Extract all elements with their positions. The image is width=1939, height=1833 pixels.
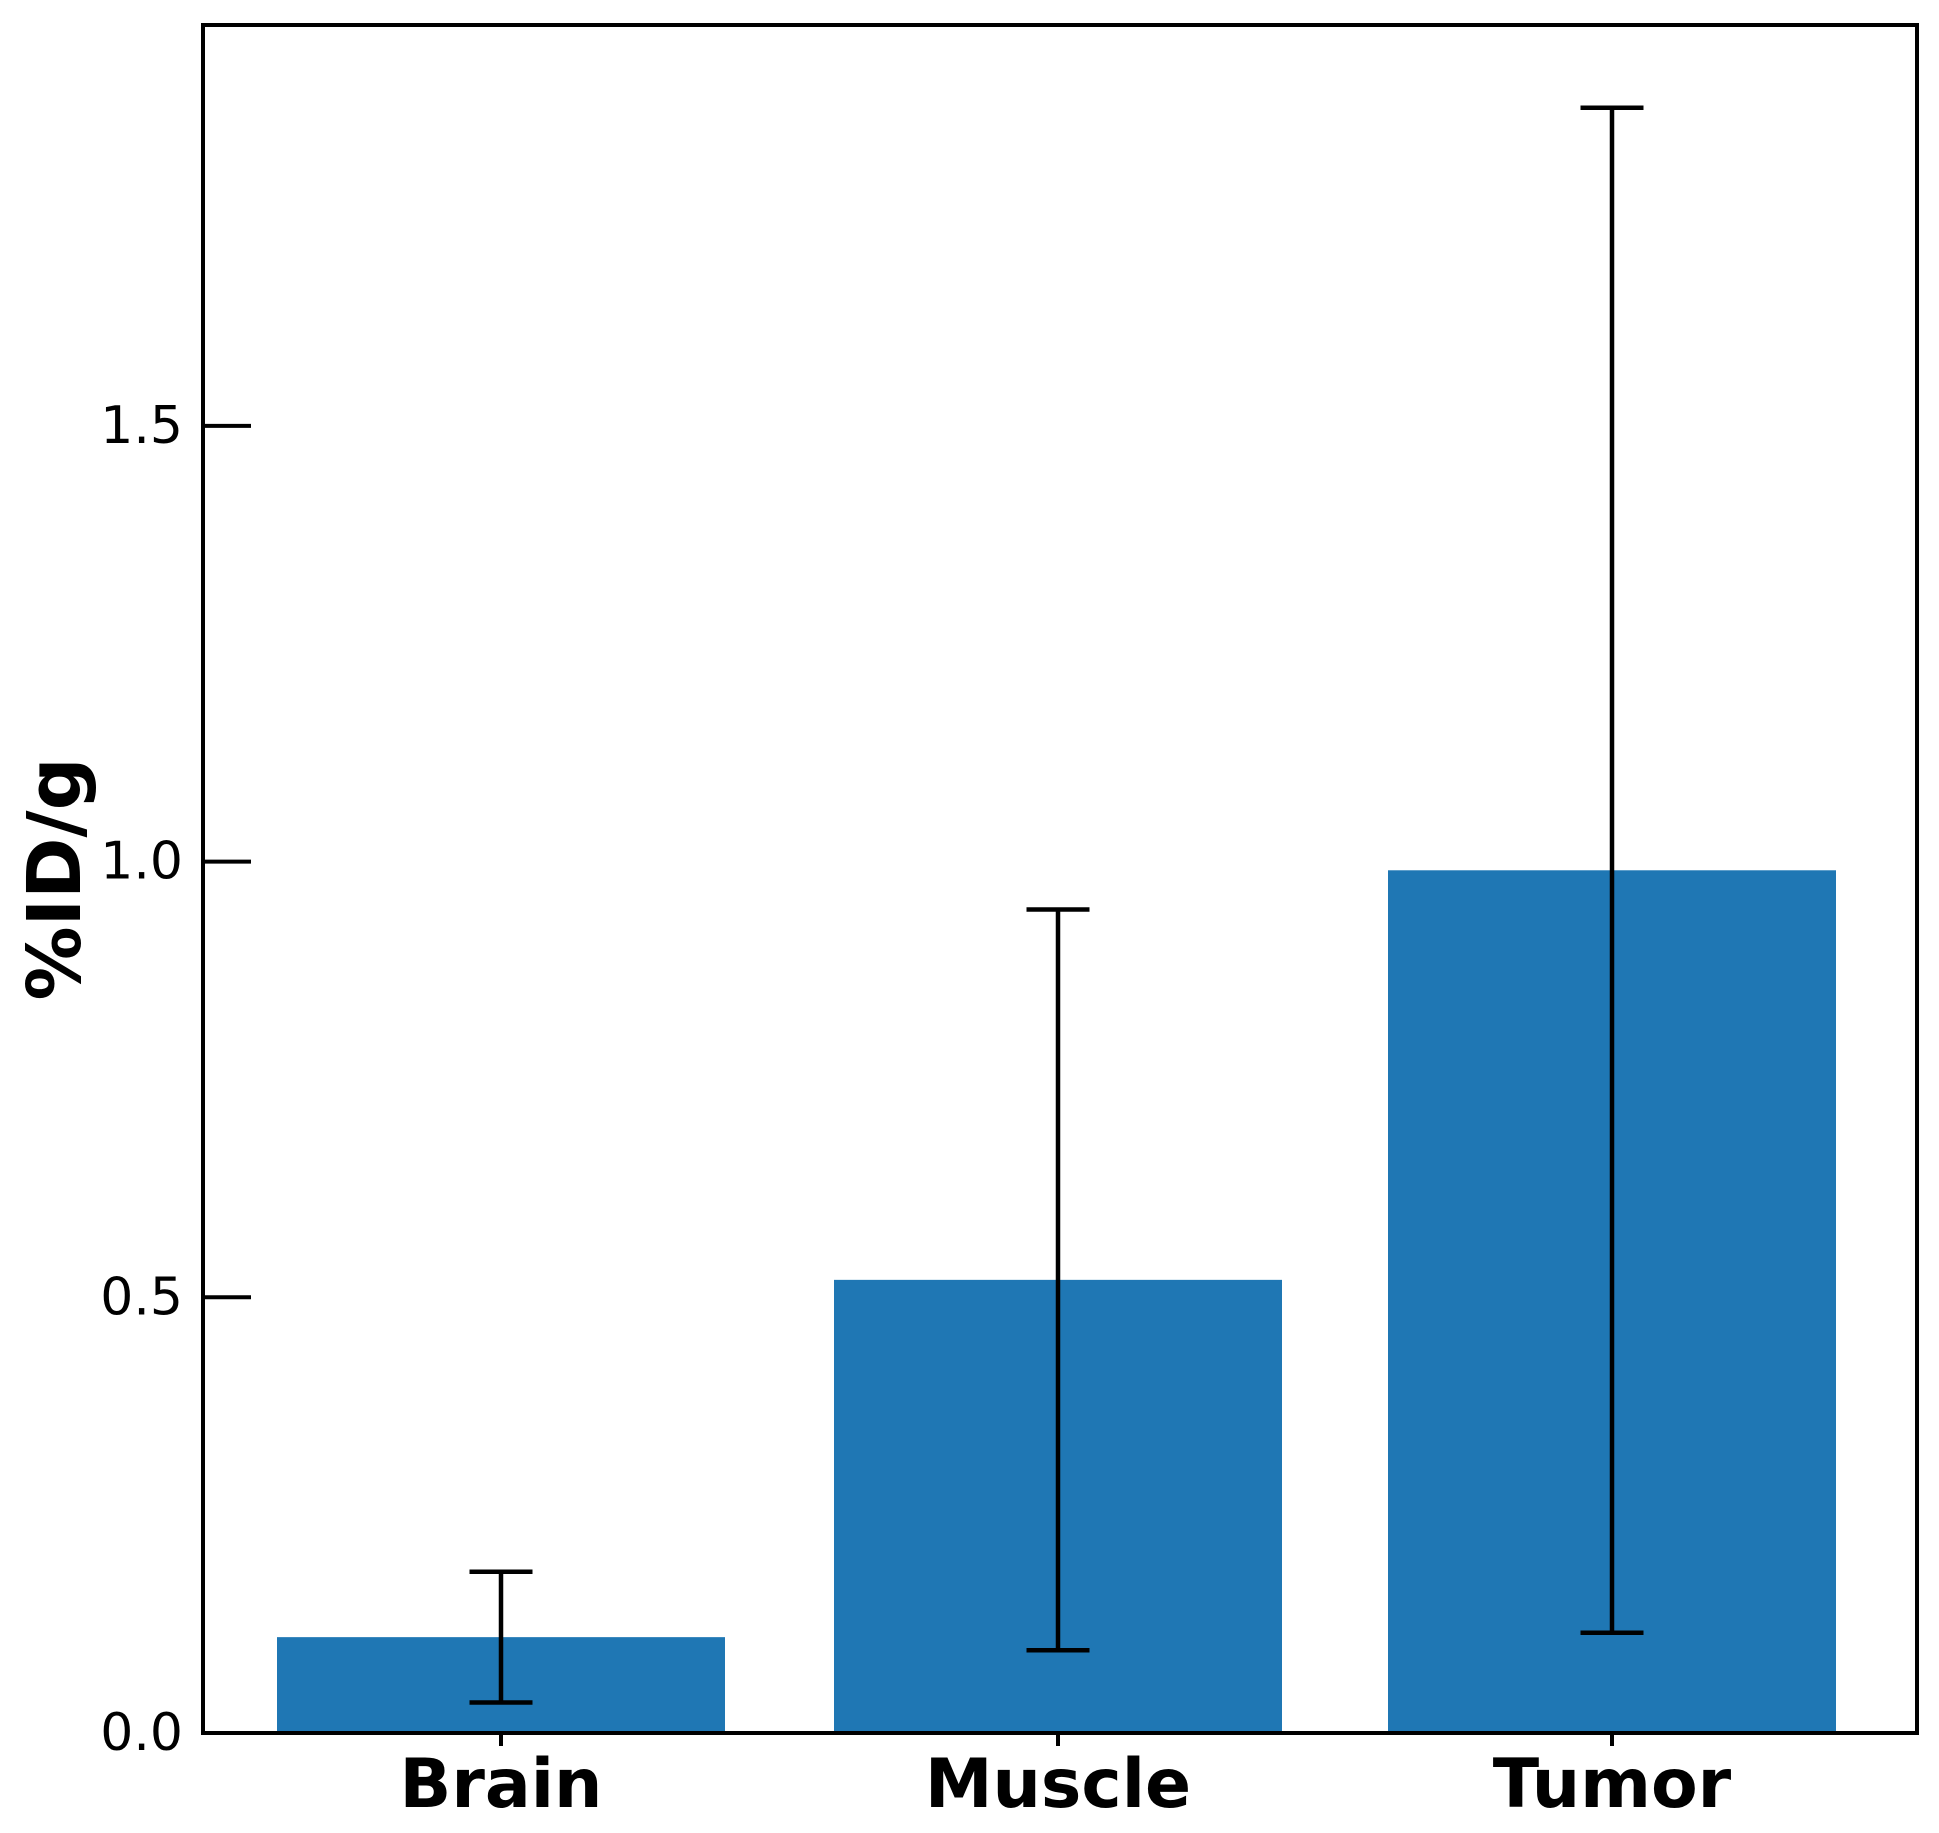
y-tick-label-0.5: 0.5 xyxy=(100,1267,183,1327)
y-tick-label-0.0: 0.0 xyxy=(100,1703,183,1763)
y-axis-label: %ID/g xyxy=(12,757,98,1000)
axis-labels-group: 0.0 0.5 1.0 1.5 Brain Muscle Tumor %ID/g xyxy=(12,396,1732,1824)
errorbar-tumor xyxy=(1580,105,1644,1636)
errorbar-brain xyxy=(469,1569,533,1705)
errorbars-group xyxy=(469,105,1644,1705)
axes-group xyxy=(201,23,1919,1746)
y-tick-label-1.5: 1.5 xyxy=(100,396,183,456)
errorbar-muscle xyxy=(1026,907,1090,1653)
x-category-label-muscle: Muscle xyxy=(925,1745,1191,1824)
x-category-label-brain: Brain xyxy=(400,1745,603,1824)
y-tick-label-1.0: 1.0 xyxy=(100,832,183,892)
x-category-label-tumor: Tumor xyxy=(1493,1745,1732,1824)
